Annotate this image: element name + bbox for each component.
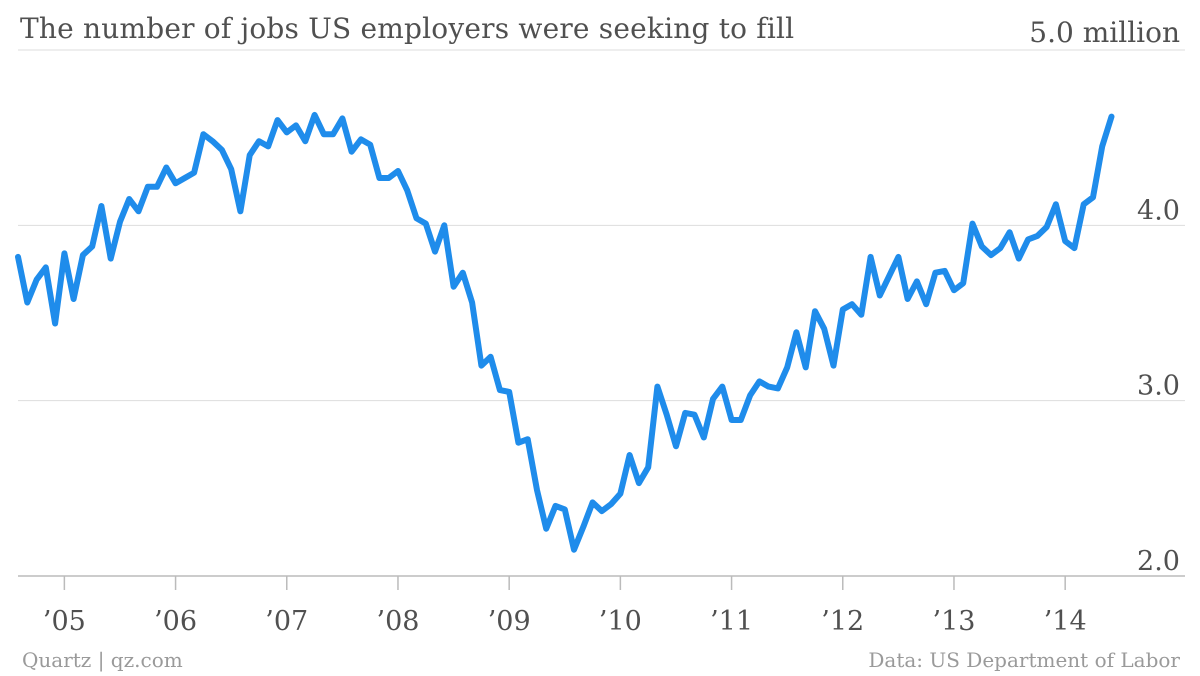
x-tick-label: ’07 [265,606,308,637]
x-tick-label: ’10 [599,606,642,637]
x-axis: ’05 ’06 ’07 ’08 ’09 ’10 ’11 ’12 ’13 ’14 [43,576,1087,637]
data-source: Data: US Department of Labor [868,648,1180,672]
x-tick-label: ’09 [488,606,531,637]
chart-title: The number of jobs US employers were see… [20,12,795,45]
x-tick-label: ’05 [43,606,86,637]
x-tick-label: ’11 [710,606,753,637]
y-axis-tick-labels: 2.0 3.0 4.0 5.0 million [1029,16,1180,577]
x-tick-label: ’13 [932,606,975,637]
x-tick-label: ’06 [154,606,197,637]
y-tick-label: 5.0 million [1029,16,1180,49]
x-tick-label: ’08 [376,606,419,637]
y-tick-label: 2.0 [1137,546,1180,577]
series-layer [15,111,1115,553]
y-tick-label: 3.0 [1137,371,1180,402]
grid-lines [18,49,1185,577]
x-tick-label: ’12 [821,606,864,637]
x-tick-label: ’14 [1044,606,1087,637]
series-line [15,111,1115,553]
source-credit: Quartz | qz.com [22,648,183,672]
y-tick-label: 4.0 [1137,195,1180,226]
